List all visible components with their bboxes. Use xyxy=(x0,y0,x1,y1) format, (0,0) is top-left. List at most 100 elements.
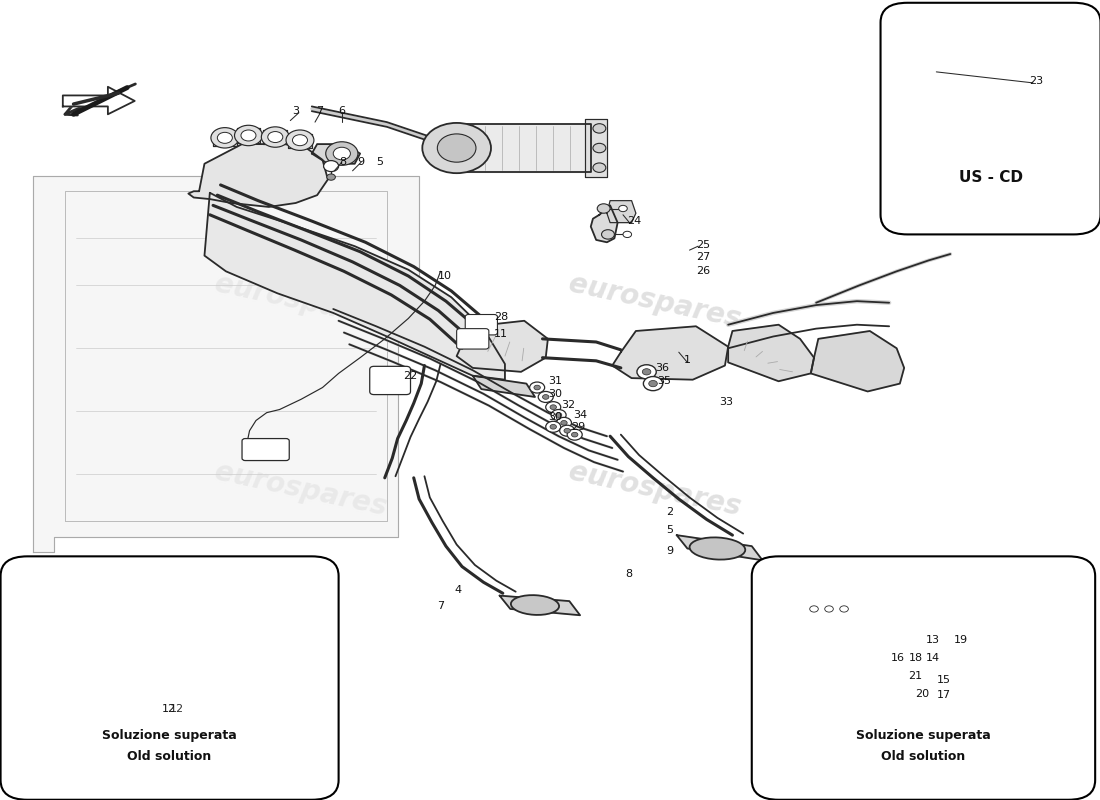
Circle shape xyxy=(323,161,339,171)
Ellipse shape xyxy=(848,623,891,646)
Ellipse shape xyxy=(940,85,967,97)
Text: 36: 36 xyxy=(656,363,669,373)
Polygon shape xyxy=(607,201,636,222)
Text: 7: 7 xyxy=(438,601,444,611)
FancyBboxPatch shape xyxy=(465,314,497,335)
Circle shape xyxy=(286,130,313,150)
Polygon shape xyxy=(205,193,505,380)
Polygon shape xyxy=(473,376,535,397)
Text: 17: 17 xyxy=(936,690,950,700)
Text: 10: 10 xyxy=(438,271,451,281)
Polygon shape xyxy=(728,325,814,382)
Polygon shape xyxy=(456,125,591,171)
Circle shape xyxy=(538,391,553,402)
Circle shape xyxy=(618,206,627,212)
Circle shape xyxy=(438,134,476,162)
Circle shape xyxy=(924,66,939,78)
Text: 32: 32 xyxy=(561,400,575,410)
Circle shape xyxy=(546,402,561,413)
Circle shape xyxy=(564,428,571,433)
Text: eurospares: eurospares xyxy=(212,458,389,522)
Circle shape xyxy=(893,662,906,671)
Text: Soluzione superata: Soluzione superata xyxy=(102,730,236,742)
Circle shape xyxy=(568,429,582,440)
Circle shape xyxy=(572,432,578,437)
Circle shape xyxy=(557,418,572,428)
Polygon shape xyxy=(585,119,607,177)
Text: 1: 1 xyxy=(684,355,691,365)
Polygon shape xyxy=(499,596,580,615)
Circle shape xyxy=(644,377,662,390)
FancyBboxPatch shape xyxy=(456,329,488,349)
Text: 26: 26 xyxy=(696,266,711,276)
Text: 28: 28 xyxy=(494,312,508,322)
Circle shape xyxy=(211,128,239,148)
Text: 12: 12 xyxy=(162,705,176,714)
Text: 16: 16 xyxy=(891,654,905,663)
Polygon shape xyxy=(591,206,617,242)
Text: 8: 8 xyxy=(625,570,632,579)
Polygon shape xyxy=(33,175,419,553)
Ellipse shape xyxy=(930,75,956,87)
Text: 7: 7 xyxy=(316,106,323,116)
Circle shape xyxy=(810,606,818,612)
Polygon shape xyxy=(456,321,548,372)
Text: 30: 30 xyxy=(548,389,562,399)
Polygon shape xyxy=(213,131,236,146)
Circle shape xyxy=(804,602,824,616)
Circle shape xyxy=(593,124,606,133)
Circle shape xyxy=(825,606,834,612)
FancyBboxPatch shape xyxy=(751,556,1096,800)
Circle shape xyxy=(327,174,336,180)
Text: 24: 24 xyxy=(627,216,641,226)
Circle shape xyxy=(218,132,232,143)
Ellipse shape xyxy=(690,538,745,559)
Text: 5: 5 xyxy=(666,526,673,535)
Circle shape xyxy=(556,413,562,418)
Text: 3: 3 xyxy=(293,106,299,116)
Text: Old solution: Old solution xyxy=(128,750,211,763)
Circle shape xyxy=(546,422,561,432)
Circle shape xyxy=(422,123,491,173)
Polygon shape xyxy=(811,331,904,391)
Circle shape xyxy=(241,130,256,141)
Text: 22: 22 xyxy=(403,370,417,381)
Circle shape xyxy=(642,369,651,375)
Ellipse shape xyxy=(510,595,559,615)
Text: eurospares: eurospares xyxy=(212,270,389,333)
Circle shape xyxy=(326,142,358,166)
Text: 18: 18 xyxy=(909,654,923,663)
Text: 14: 14 xyxy=(925,654,939,663)
Circle shape xyxy=(267,131,283,142)
Text: 29: 29 xyxy=(572,422,585,432)
Circle shape xyxy=(262,127,289,147)
Circle shape xyxy=(561,421,568,426)
Text: 33: 33 xyxy=(719,397,734,406)
Text: 4: 4 xyxy=(454,585,462,595)
Text: 34: 34 xyxy=(573,410,587,420)
Polygon shape xyxy=(288,134,311,148)
Circle shape xyxy=(839,606,848,612)
FancyBboxPatch shape xyxy=(880,2,1100,234)
Text: 8: 8 xyxy=(340,157,346,167)
Text: 12: 12 xyxy=(170,705,185,714)
Polygon shape xyxy=(676,535,762,560)
Circle shape xyxy=(602,230,615,239)
Text: 5: 5 xyxy=(376,157,383,167)
Circle shape xyxy=(550,405,557,410)
Polygon shape xyxy=(311,144,360,164)
Text: 9: 9 xyxy=(666,546,673,556)
Circle shape xyxy=(333,147,351,160)
Text: US - CD: US - CD xyxy=(958,170,1023,185)
Text: 30: 30 xyxy=(548,412,562,422)
Circle shape xyxy=(649,381,658,386)
Circle shape xyxy=(551,410,566,421)
FancyBboxPatch shape xyxy=(242,438,289,461)
Text: 25: 25 xyxy=(696,240,711,250)
Text: 27: 27 xyxy=(696,252,711,262)
FancyBboxPatch shape xyxy=(41,697,100,722)
Circle shape xyxy=(234,126,263,146)
Text: eurospares: eurospares xyxy=(566,458,744,522)
Ellipse shape xyxy=(940,103,967,116)
Polygon shape xyxy=(188,144,328,207)
